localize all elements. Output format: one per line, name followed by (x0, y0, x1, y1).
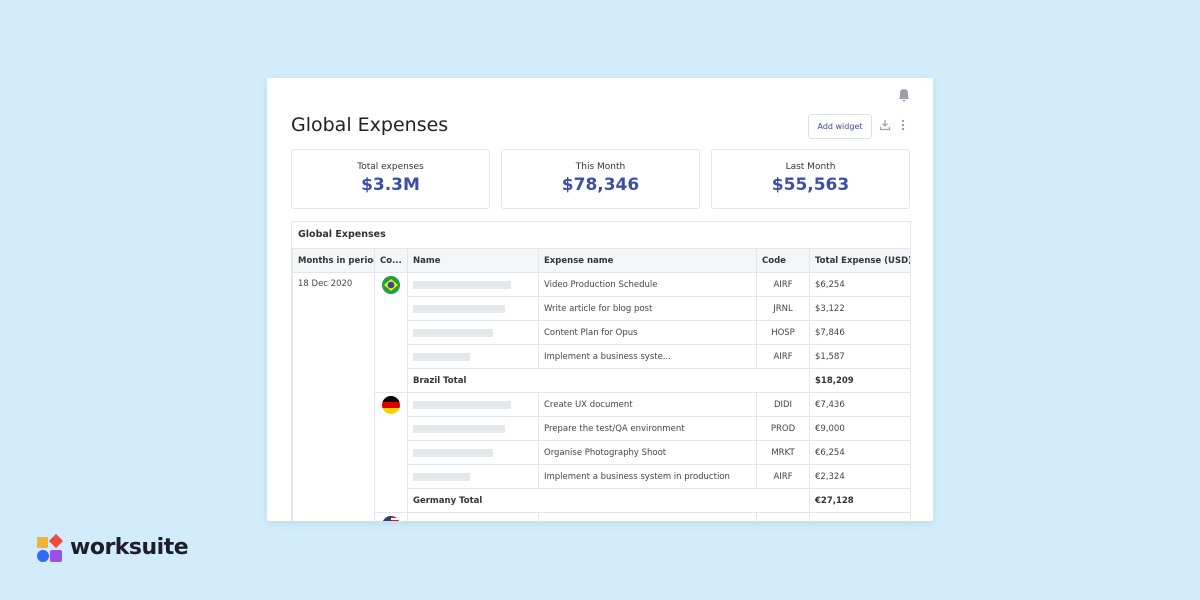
expense-row: Content Plan for Opus HOSP $7,846 (293, 320, 911, 345)
expense-total: $1,587 (809, 344, 911, 369)
redacted-name (413, 304, 505, 313)
country-cell (374, 392, 408, 513)
name-cell (407, 440, 539, 465)
group-total-value-text: €27,128 (815, 495, 854, 506)
column-header: Code (756, 248, 810, 273)
kpi-card: Last Month $55,563 (711, 149, 910, 209)
expense-total: €7,436 (809, 392, 911, 417)
expense-table: Months in period Co... Name Expense name Cod… (292, 248, 911, 521)
column-header: Months in period (292, 248, 375, 273)
download-icon[interactable] (879, 119, 891, 131)
kpi-label: Last Month (785, 162, 836, 172)
kpi-label: This Month (575, 162, 626, 172)
redacted-name (413, 280, 511, 289)
name-cell (407, 392, 539, 417)
period-cell: 18 Dec 2020 (292, 272, 375, 521)
expense-code: AIRF (756, 344, 810, 369)
group-total-value: $18,209 (809, 368, 911, 393)
kpi-value: $55,563 (771, 175, 850, 195)
expense-name: Implement a business system in productio… (538, 464, 757, 489)
name-cell (407, 512, 539, 521)
table-widget: Global Expenses Months in period Co... Nam… (291, 221, 911, 521)
expense-code: MRKT (756, 440, 810, 465)
name-cell (407, 416, 539, 441)
column-header: Name (407, 248, 539, 273)
expense-total: €2,324 (809, 464, 911, 489)
brand-name: worksuite (70, 535, 189, 560)
column-header: Co... (374, 248, 408, 273)
group-total-label: Brazil Total (407, 368, 810, 393)
group-total-value-text: $18,209 (815, 375, 854, 386)
redacted-name (413, 400, 511, 409)
expense-name: Create UX document (538, 392, 757, 417)
expense-row: 18 Dec 2020 Video Production Schedule AIRF… (292, 272, 911, 521)
expense-name: Video Production Schedule (538, 272, 757, 297)
redacted-name (413, 424, 505, 433)
dashboard-card: Global Expenses Add widget Total expense… (267, 78, 933, 521)
expense-row: Prepare the test/QA environment PROD €9,00… (293, 416, 911, 441)
name-cell (407, 320, 539, 345)
add-widget-button[interactable]: Add widget (808, 114, 872, 139)
expense-code: HOSP (756, 320, 810, 345)
country-flag (382, 276, 400, 294)
group-total-label-text: Germany Total (413, 495, 483, 506)
name-cell (407, 344, 539, 369)
country-cell (374, 272, 408, 393)
expense-row: Implement a business system in productio… (293, 464, 911, 489)
table-title: Global Expenses (298, 229, 386, 240)
group-total-label: Germany Total (407, 488, 810, 513)
country-flag (382, 516, 400, 521)
group-total-row: Brazil Total $18,209 (293, 368, 911, 393)
expense-row: Implement a business syste... AIRF $1,587 (293, 344, 911, 369)
page-title: Global Expenses (291, 114, 449, 136)
expense-code: AIRF (756, 464, 810, 489)
redacted-name (413, 328, 493, 337)
name-cell (407, 296, 539, 321)
expense-code: DIDI (756, 392, 810, 417)
expense-code: JRNL (756, 296, 810, 321)
expense-row: Organise Photography Shoot MRKT €6,254 (293, 440, 911, 465)
expense-code: PROD (756, 416, 810, 441)
expense-name: Video Production Schedule (538, 512, 757, 521)
notification-icon[interactable] (897, 88, 911, 102)
expense-row: Create UX document DIDI €7,436 (293, 392, 911, 513)
expense-total: $3,122 (809, 296, 911, 321)
country-cell (374, 512, 408, 521)
kpi-card: This Month $78,346 (501, 149, 700, 209)
expense-code: AIRF (756, 512, 810, 521)
column-header: Total Expense (USD) (809, 248, 911, 273)
name-cell (407, 272, 539, 297)
more-icon[interactable] (900, 119, 906, 131)
redacted-name (413, 448, 493, 457)
header-row: Months in period Co... Name Expense name Cod… (292, 248, 911, 273)
column-header: Expense name (538, 248, 757, 273)
redacted-name (413, 352, 470, 361)
kpi-label: Total expenses (357, 162, 424, 172)
expense-total: €6,254 (809, 440, 911, 465)
expense-name: Implement a business syste... (538, 344, 757, 369)
redacted-name (413, 472, 470, 481)
brand-logo-icon (37, 534, 64, 562)
expense-name: Organise Photography Shoot (538, 440, 757, 465)
name-cell (407, 464, 539, 489)
expense-name: Write article for blog post (538, 296, 757, 321)
expense-total: $6,254 (809, 272, 911, 297)
expense-code: AIRF (756, 272, 810, 297)
group-total-value: €27,128 (809, 488, 911, 513)
group-total-label-text: Brazil Total (413, 375, 467, 386)
kpi-value: $78,346 (561, 175, 640, 195)
table-body: 18 Dec 2020 Video Production Schedule AIRF… (292, 272, 911, 521)
expense-name: Prepare the test/QA environment (538, 416, 757, 441)
expense-total: £460.00 GBP (809, 512, 911, 521)
kpi-card: Total expenses $3.3M (291, 149, 490, 209)
country-flag (382, 396, 400, 414)
expense-name: Content Plan for Opus (538, 320, 757, 345)
expense-total: $7,846 (809, 320, 911, 345)
kpi-value: $3.3M (361, 175, 420, 195)
expense-total: €9,000 (809, 416, 911, 441)
